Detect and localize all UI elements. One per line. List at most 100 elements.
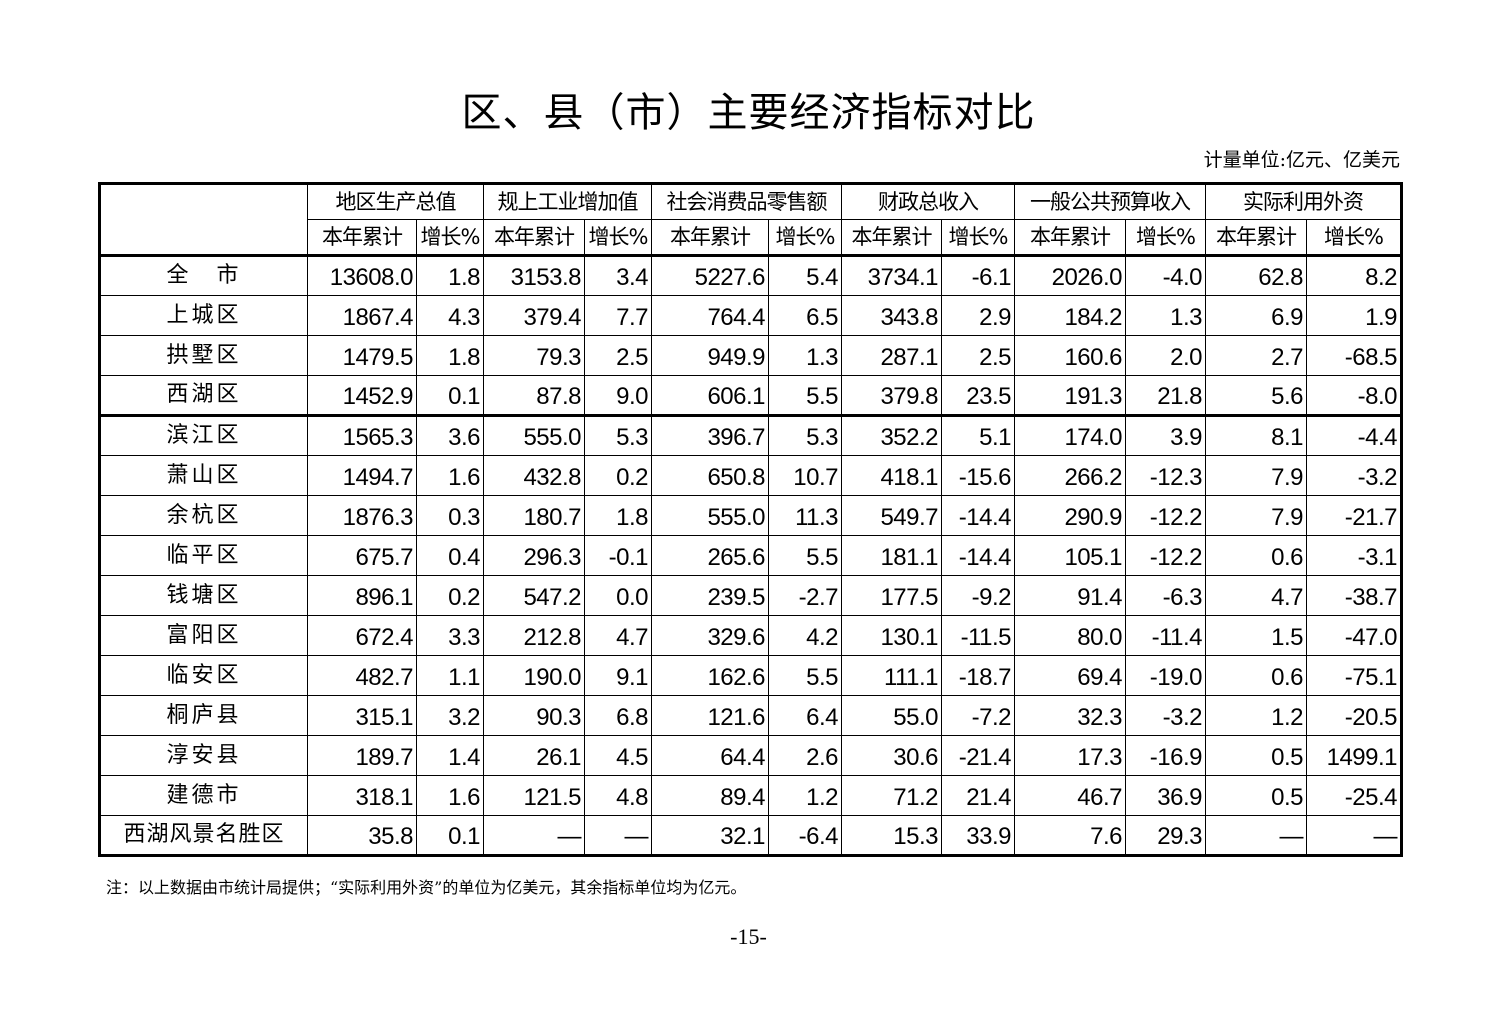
- growth-value-cell: 9.1: [584, 655, 652, 696]
- growth-value-cell: -18.7: [941, 655, 1015, 696]
- ytd-value-cell: 418.1: [841, 455, 942, 496]
- growth-value-cell: 5.5: [768, 375, 842, 416]
- growth-value-cell: -16.9: [1125, 735, 1206, 776]
- growth-value-cell: 0.2: [416, 575, 484, 616]
- growth-value-cell: -6.4: [768, 815, 842, 856]
- ytd-value-cell: 2026.0: [1014, 255, 1126, 296]
- header-row-subheaders: 本年累计 增长% 本年累计 增长% 本年累计 增长% 本年累计 增长% 本年累计 增长% 本年累计增…: [100, 219, 1402, 257]
- growth-value-cell: -7.2: [941, 695, 1015, 736]
- ytd-value-cell: 5227.6: [651, 255, 769, 296]
- ytd-value-cell: 764.4: [651, 295, 769, 336]
- growth-value-cell: 4.5: [584, 735, 652, 776]
- group-header: 地区生产总值: [307, 183, 484, 220]
- growth-value-cell: 23.5: [941, 375, 1015, 416]
- growth-value-cell: 33.9: [941, 815, 1015, 856]
- ytd-value-cell: 239.5: [651, 575, 769, 616]
- ytd-value-cell: —: [483, 815, 585, 856]
- growth-value-cell: -38.7: [1306, 575, 1402, 616]
- economic-indicators-table: 地区生产总值 规上工业增加值 社会消费品零售额 财政总收入 一般公共预算收入 实际利用外资…: [98, 182, 1403, 857]
- ytd-value-cell: 8.1: [1205, 415, 1307, 456]
- ytd-value-cell: 121.6: [651, 695, 769, 736]
- ytd-value-cell: 32.1: [651, 815, 769, 856]
- growth-value-cell: 3.4: [584, 255, 652, 296]
- ytd-value-cell: 80.0: [1014, 615, 1126, 656]
- ytd-value-cell: 89.4: [651, 775, 769, 816]
- region-name-cell: 淳安县: [99, 735, 308, 776]
- ytd-value-cell: 549.7: [841, 495, 942, 536]
- growth-value-cell: -20.5: [1306, 695, 1402, 736]
- group-header: 实际利用外资: [1205, 183, 1402, 220]
- growth-value-cell: -3.2: [1306, 455, 1402, 496]
- group-header: 规上工业增加值: [483, 183, 652, 220]
- region-name-cell: 临平区: [99, 535, 308, 576]
- page-title: 区、县（市）主要经济指标对比: [461, 90, 1036, 136]
- region-name-cell: 余杭区: [99, 495, 308, 536]
- table-row: 钱塘区 896.1 0.2 547.2 0.0 239.5 -2.7 177.5 -9.2 91.…: [99, 575, 1402, 616]
- ytd-value-cell: 672.4: [307, 615, 417, 656]
- ytd-value-cell: 482.7: [307, 655, 417, 696]
- region-name-cell: 萧山区: [99, 455, 308, 496]
- growth-value-cell: 1.1: [416, 655, 484, 696]
- growth-value-cell: 0.1: [416, 815, 484, 856]
- table-row: 富阳区 672.4 3.3 212.8 4.7 329.6 4.2 130.1 -11.5 80.…: [99, 615, 1402, 656]
- ytd-value-cell: 6.9: [1205, 295, 1307, 336]
- ytd-value-cell: 111.1: [841, 655, 942, 696]
- table-row: 拱墅区 1479.5 1.8 79.3 2.5 949.9 1.3 287.1 2.5 160.6…: [99, 335, 1402, 376]
- ytd-value-cell: 555.0: [483, 415, 585, 456]
- growth-value-cell: 3.9: [1125, 415, 1206, 456]
- ytd-value-cell: 13608.0: [307, 255, 417, 296]
- growth-value-cell: 6.4: [768, 695, 842, 736]
- ytd-value-cell: 2.7: [1205, 335, 1307, 376]
- ytd-value-cell: 160.6: [1014, 335, 1126, 376]
- group-header: 一般公共预算收入: [1014, 183, 1206, 220]
- ytd-value-cell: 606.1: [651, 375, 769, 416]
- ytd-value-cell: 1479.5: [307, 335, 417, 376]
- ytd-value-cell: 315.1: [307, 695, 417, 736]
- ytd-value-cell: 46.7: [1014, 775, 1126, 816]
- growth-value-cell: 8.2: [1306, 255, 1402, 296]
- ytd-value-cell: 675.7: [307, 535, 417, 576]
- subheader-ytd: 本年累计: [651, 219, 769, 257]
- page-number: -15-: [730, 924, 767, 949]
- growth-value-cell: -2.7: [768, 575, 842, 616]
- ytd-value-cell: 352.2: [841, 415, 942, 456]
- growth-value-cell: -15.6: [941, 455, 1015, 496]
- growth-value-cell: 5.5: [768, 535, 842, 576]
- growth-value-cell: 4.8: [584, 775, 652, 816]
- growth-value-cell: 2.9: [941, 295, 1015, 336]
- ytd-value-cell: 26.1: [483, 735, 585, 776]
- ytd-value-cell: 79.3: [483, 335, 585, 376]
- growth-value-cell: 1.6: [416, 775, 484, 816]
- corner-header-cell: [99, 183, 308, 257]
- ytd-value-cell: 5.6: [1205, 375, 1307, 416]
- region-name-cell: 全 市: [99, 255, 308, 296]
- ytd-value-cell: 1.5: [1205, 615, 1307, 656]
- ytd-value-cell: 4.7: [1205, 575, 1307, 616]
- growth-value-cell: -4.4: [1306, 415, 1402, 456]
- ytd-value-cell: 1876.3: [307, 495, 417, 536]
- growth-value-cell: -8.0: [1306, 375, 1402, 416]
- subheader-growth: 增长%: [1306, 219, 1402, 257]
- subheader-ytd: 本年累计: [307, 219, 417, 257]
- ytd-value-cell: 343.8: [841, 295, 942, 336]
- ytd-value-cell: 90.3: [483, 695, 585, 736]
- growth-value-cell: 1499.1: [1306, 735, 1402, 776]
- growth-value-cell: —: [1306, 815, 1402, 856]
- ytd-value-cell: 212.8: [483, 615, 585, 656]
- growth-value-cell: -3.1: [1306, 535, 1402, 576]
- ytd-value-cell: 177.5: [841, 575, 942, 616]
- region-name-cell: 拱墅区: [99, 335, 308, 376]
- growth-value-cell: 1.8: [584, 495, 652, 536]
- growth-value-cell: 4.7: [584, 615, 652, 656]
- region-name-cell: 富阳区: [99, 615, 308, 656]
- ytd-value-cell: 189.7: [307, 735, 417, 776]
- growth-value-cell: -14.4: [941, 535, 1015, 576]
- growth-value-cell: -11.5: [941, 615, 1015, 656]
- ytd-value-cell: 174.0: [1014, 415, 1126, 456]
- region-name-cell: 桐庐县: [99, 695, 308, 736]
- ytd-value-cell: 7.9: [1205, 495, 1307, 536]
- ytd-value-cell: 896.1: [307, 575, 417, 616]
- ytd-value-cell: 318.1: [307, 775, 417, 816]
- table-row: 淳安县 189.7 1.4 26.1 4.5 64.4 2.6 30.6 -21.4 17.3 -1…: [99, 735, 1402, 776]
- table-row: 全 市 13608.0 1.8 3153.8 3.4 5227.6 5.4 3734.1 -6.…: [99, 255, 1402, 296]
